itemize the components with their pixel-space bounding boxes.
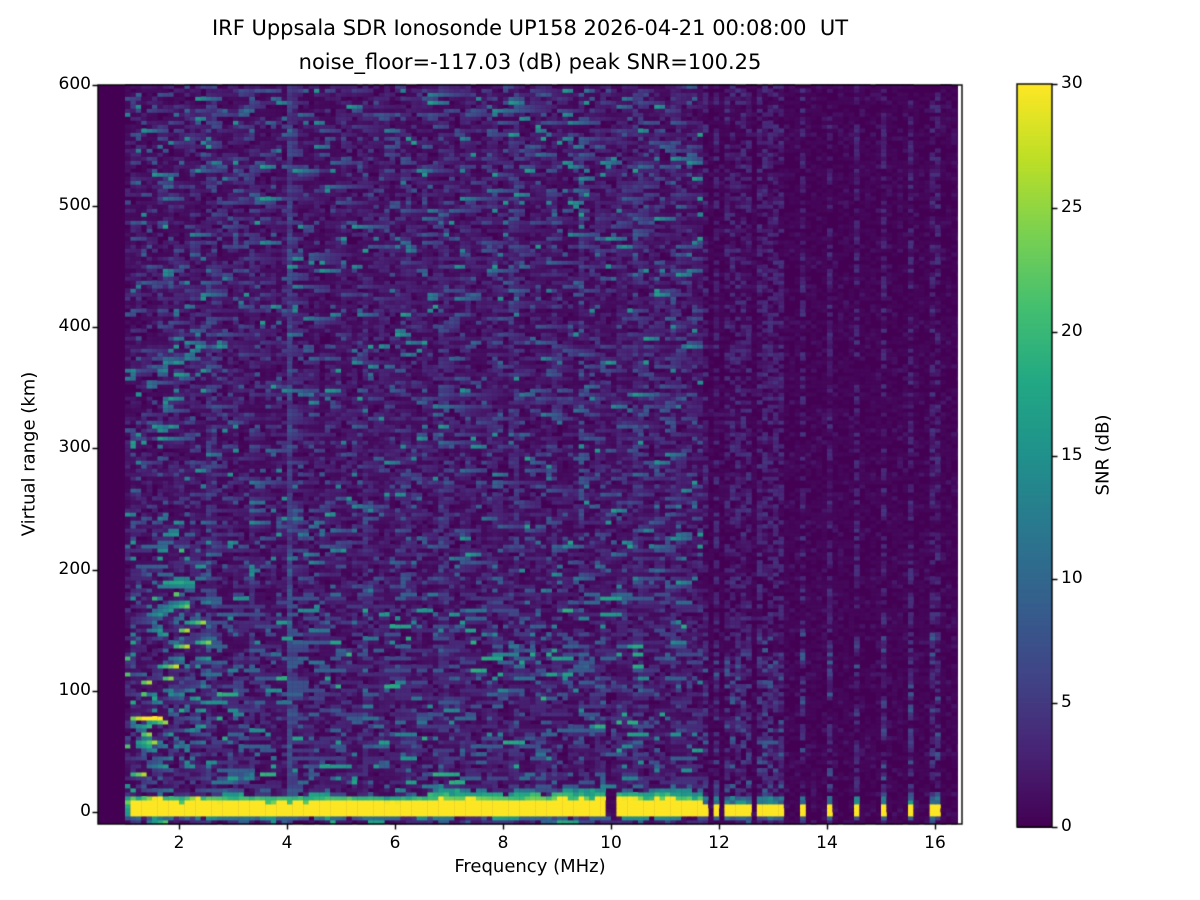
y-tick-label: 100 bbox=[58, 679, 91, 700]
x-tick-label: 6 bbox=[389, 833, 401, 853]
x-tick-label: 12 bbox=[708, 833, 730, 853]
y-tick-label: 300 bbox=[58, 437, 91, 458]
y-tick-label: 600 bbox=[58, 74, 91, 94]
colorbar-tick-label: 10 bbox=[1061, 568, 1083, 589]
colorbar-tick-label: 5 bbox=[1061, 692, 1072, 713]
y-tick-label: 400 bbox=[58, 316, 91, 337]
y-tick-label: 500 bbox=[58, 195, 91, 216]
colorbar-tick-label: 20 bbox=[1061, 320, 1083, 341]
chart-subtitle: noise_floor=-117.03 (dB) peak SNR=100.25 bbox=[298, 50, 762, 74]
chart-title: IRF Uppsala SDR Ionosonde UP158 2026-04-… bbox=[211, 16, 849, 40]
colorbar-tick-label: 30 bbox=[1061, 73, 1083, 93]
y-tick-label: 200 bbox=[58, 558, 91, 579]
x-tick-label: 4 bbox=[281, 833, 293, 853]
colorbar-tick-label: 0 bbox=[1061, 816, 1072, 836]
colorbar-tick-label: 25 bbox=[1061, 196, 1083, 217]
y-tick-label: 0 bbox=[80, 800, 91, 821]
x-axis-label: Frequency (MHz) bbox=[454, 856, 606, 877]
colorbar-tick-label: 15 bbox=[1061, 444, 1083, 465]
x-tick-label: 2 bbox=[173, 833, 185, 853]
x-tick-label: 8 bbox=[497, 833, 509, 853]
x-tick-label: 10 bbox=[600, 833, 622, 853]
x-tick-label: 14 bbox=[816, 833, 838, 853]
x-tick-label: 16 bbox=[924, 833, 946, 853]
